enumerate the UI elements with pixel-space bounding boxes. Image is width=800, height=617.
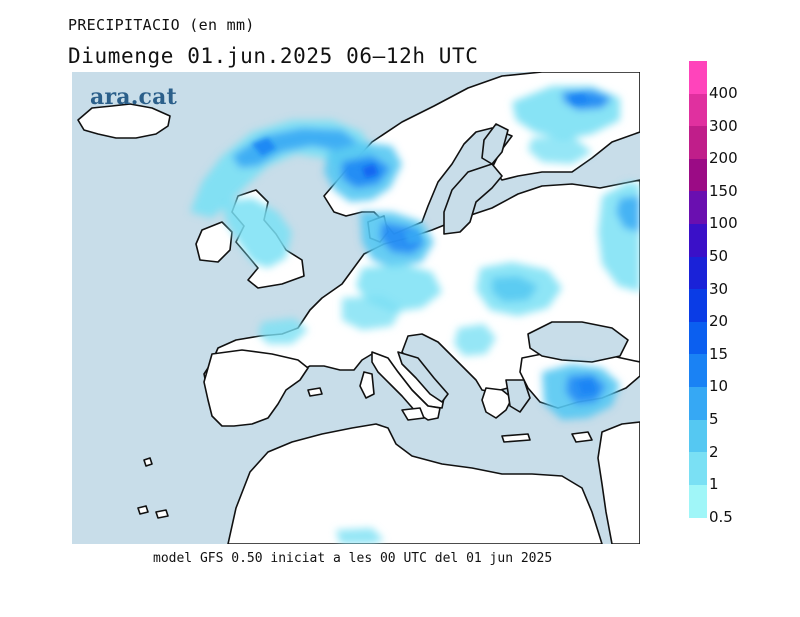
map-canvas — [72, 72, 640, 544]
land-canary-2 — [155, 509, 169, 519]
legend-swatch-400 — [689, 61, 707, 95]
land-iberia — [203, 349, 309, 427]
precip-finland-south — [528, 136, 592, 164]
legend-swatch-2 — [689, 419, 707, 453]
legend-label-15: 15 — [709, 344, 729, 363]
legend-label-200: 200 — [709, 149, 738, 168]
land-sardinia — [359, 371, 375, 399]
inland-seas — [397, 123, 629, 413]
legend-label-20: 20 — [709, 312, 729, 331]
legend-label-100: 100 — [709, 214, 738, 233]
land-north-africa — [227, 423, 603, 544]
land-iceland — [77, 103, 171, 139]
legend-swatch-100 — [689, 191, 707, 225]
precip-eastern-europe-core — [492, 276, 538, 302]
land-levant — [597, 421, 640, 544]
sea-bothnia — [481, 123, 509, 165]
land-ireland — [195, 221, 233, 263]
precip-france-south — [342, 296, 402, 330]
land-crete — [501, 433, 531, 443]
precip-rain-speck-1 — [252, 138, 276, 156]
ara-cat-logo: ara.cat — [90, 84, 177, 110]
precip-rain-speck-4 — [404, 230, 422, 244]
legend-swatch-300 — [689, 93, 707, 127]
precipitation-field — [190, 86, 640, 544]
sea-black — [527, 321, 629, 363]
precipitation-map — [72, 72, 640, 544]
land-canary-1 — [137, 505, 149, 515]
legend-swatch-5 — [689, 387, 707, 421]
legend-label-150: 150 — [709, 181, 738, 200]
legend-swatch-200 — [689, 126, 707, 160]
legend-label-0-5: 0.5 — [709, 507, 733, 526]
precip-rain-speck-3 — [570, 94, 588, 104]
land-sicily — [401, 407, 425, 421]
precip-uk — [222, 198, 292, 268]
precip-russia-east-core — [616, 196, 640, 232]
land-cyprus — [571, 431, 593, 443]
chart-title-date: Diumenge 01.jun.2025 06–12h UTC — [68, 44, 479, 68]
chart-title-variable: PRECIPITACIO (en mm) — [68, 16, 255, 34]
legend-label-400: 400 — [709, 83, 738, 102]
legend-swatch-150 — [689, 158, 707, 192]
precipitation-field-detail — [252, 94, 596, 394]
precip-biscay — [258, 318, 308, 344]
precip-germany-core — [380, 222, 424, 254]
legend-label-2: 2 — [709, 442, 719, 461]
legend-swatch-30 — [689, 256, 707, 290]
precipitation-legend: 400 300 200 150 100 50 30 20 15 10 5 2 1 0.5 — [689, 61, 789, 531]
land-balearics — [307, 387, 323, 397]
sea-baltic — [443, 163, 503, 235]
legend-label-10: 10 — [709, 377, 729, 396]
legend-swatch-1 — [689, 452, 707, 486]
legend-label-300: 300 — [709, 116, 738, 135]
legend-label-30: 30 — [709, 279, 729, 298]
legend-swatch-15 — [689, 321, 707, 355]
legend-label-5: 5 — [709, 409, 719, 428]
land-italy — [371, 351, 441, 421]
legend-swatch-50 — [689, 224, 707, 258]
sea-aegean — [505, 379, 531, 413]
precip-north-atlantic-core — [232, 128, 358, 168]
legend-swatch-20 — [689, 289, 707, 323]
legend-swatch-10 — [689, 354, 707, 388]
legend-label-1: 1 — [709, 475, 719, 494]
precip-rain-speck-2 — [362, 164, 378, 178]
sea-adriatic — [397, 351, 449, 403]
legend-swatch-0-5 — [689, 484, 707, 518]
land-madeira — [143, 457, 153, 467]
legend-label-50: 50 — [709, 246, 729, 265]
precip-south-edge — [336, 528, 384, 544]
model-caption: model GFS 0.50 iniciat a les 00 UTC del … — [153, 551, 553, 566]
precip-balkans — [454, 324, 496, 356]
land-greece — [481, 387, 513, 419]
precip-rain-speck-5 — [578, 380, 596, 394]
